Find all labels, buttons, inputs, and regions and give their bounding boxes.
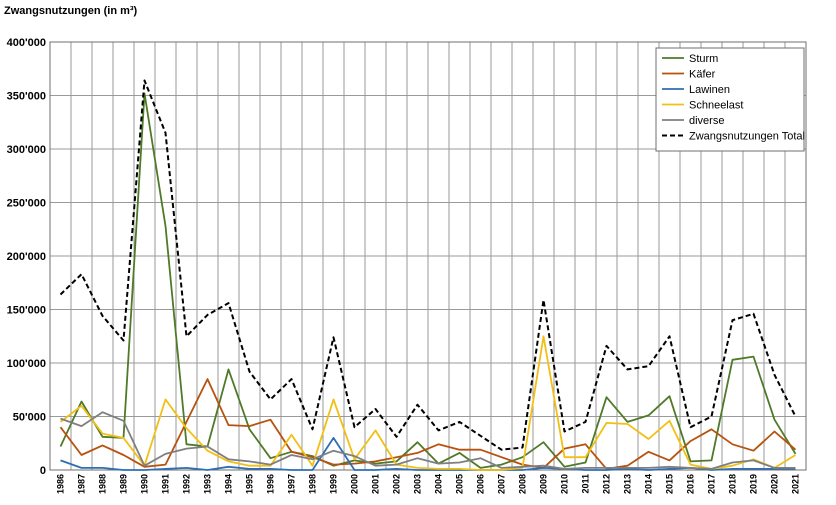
x-tick-label: 2013 — [623, 474, 633, 494]
x-tick-label: 1991 — [161, 474, 171, 494]
x-tick-label: 1987 — [77, 474, 87, 494]
y-axis: 0 50'000 100'000 150'000 200'000 250'000 300'0… — [7, 37, 46, 477]
x-axis: 1986 1987 1988 1989 1990 1991 1992 1993 1994 1995… — [56, 474, 801, 494]
legend-label: Käfer — [689, 69, 716, 81]
x-tick-label: 2007 — [497, 474, 507, 494]
x-tick-label: 2004 — [434, 474, 444, 494]
y-tick-label: 300'000 — [7, 144, 46, 156]
x-tick-label: 2002 — [392, 474, 402, 494]
x-tick-label: 2016 — [686, 474, 696, 494]
x-tick-label: 2000 — [350, 474, 360, 494]
series-line-schneelast — [59, 335, 796, 471]
x-tick-label: 1988 — [98, 474, 108, 494]
y-tick-label: 0 — [40, 465, 46, 477]
x-tick-label: 2020 — [770, 474, 780, 494]
x-tick-label: 1995 — [245, 474, 255, 494]
x-tick-label: 2001 — [371, 474, 381, 494]
x-tick-label: 2011 — [581, 474, 591, 494]
legend-label: Schneelast — [689, 100, 743, 112]
y-tick-label: 200'000 — [7, 251, 46, 263]
y-tick-label: 100'000 — [7, 358, 46, 370]
x-tick-label: 1994 — [224, 474, 234, 494]
x-tick-label: 1998 — [308, 474, 318, 494]
x-tick-label: 2017 — [707, 474, 717, 494]
chart-title: Zwangsnutzungen (in m³) — [4, 5, 138, 17]
legend: Sturm Käfer Lawinen Schneelast diverse Zwangs… — [655, 47, 805, 152]
x-tick-label: 1986 — [56, 474, 66, 494]
series-line-diverse — [60, 411, 796, 470]
legend-label: diverse — [689, 115, 724, 127]
legend-label: Zwangsnutzungen Total — [689, 131, 805, 143]
x-tick-label: 2018 — [728, 474, 738, 494]
series-lines — [59, 79, 797, 471]
x-tick-label: 1993 — [203, 474, 213, 494]
y-tick-label: 50'000 — [13, 412, 46, 424]
legend-box — [655, 47, 805, 152]
x-tick-label: 2003 — [413, 474, 423, 494]
x-tick-label: 1992 — [182, 474, 192, 494]
y-tick-label: 150'000 — [7, 305, 46, 317]
grid — [49, 41, 807, 471]
legend-label: Lawinen — [689, 84, 730, 96]
x-tick-label: 2015 — [665, 474, 675, 494]
x-tick-label: 2010 — [560, 474, 570, 494]
x-tick-label: 2014 — [644, 474, 654, 494]
y-tick-label: 400'000 — [7, 37, 46, 49]
x-tick-label: 2009 — [539, 474, 549, 494]
x-tick-label: 2012 — [602, 474, 612, 494]
x-tick-label: 2008 — [518, 474, 528, 494]
x-tick-label: 1999 — [329, 474, 339, 494]
x-tick-label: 2005 — [455, 474, 465, 494]
x-tick-label: 1997 — [287, 474, 297, 494]
legend-label: Sturm — [689, 53, 718, 65]
series-line-sturm — [59, 92, 797, 469]
x-tick-label: 2019 — [749, 474, 759, 494]
series-line-lawinen — [60, 436, 796, 471]
x-tick-label: 1989 — [119, 474, 129, 494]
y-tick-label: 250'000 — [7, 198, 46, 210]
x-tick-label: 2021 — [791, 474, 801, 494]
x-tick-label: 2006 — [476, 474, 486, 494]
y-tick-label: 350'000 — [7, 91, 46, 103]
series-line-k-fer — [59, 378, 797, 470]
series-line-zwangsnutzungen-total — [59, 79, 797, 451]
x-tick-label: 1990 — [140, 474, 150, 494]
x-tick-label: 1996 — [266, 474, 276, 494]
